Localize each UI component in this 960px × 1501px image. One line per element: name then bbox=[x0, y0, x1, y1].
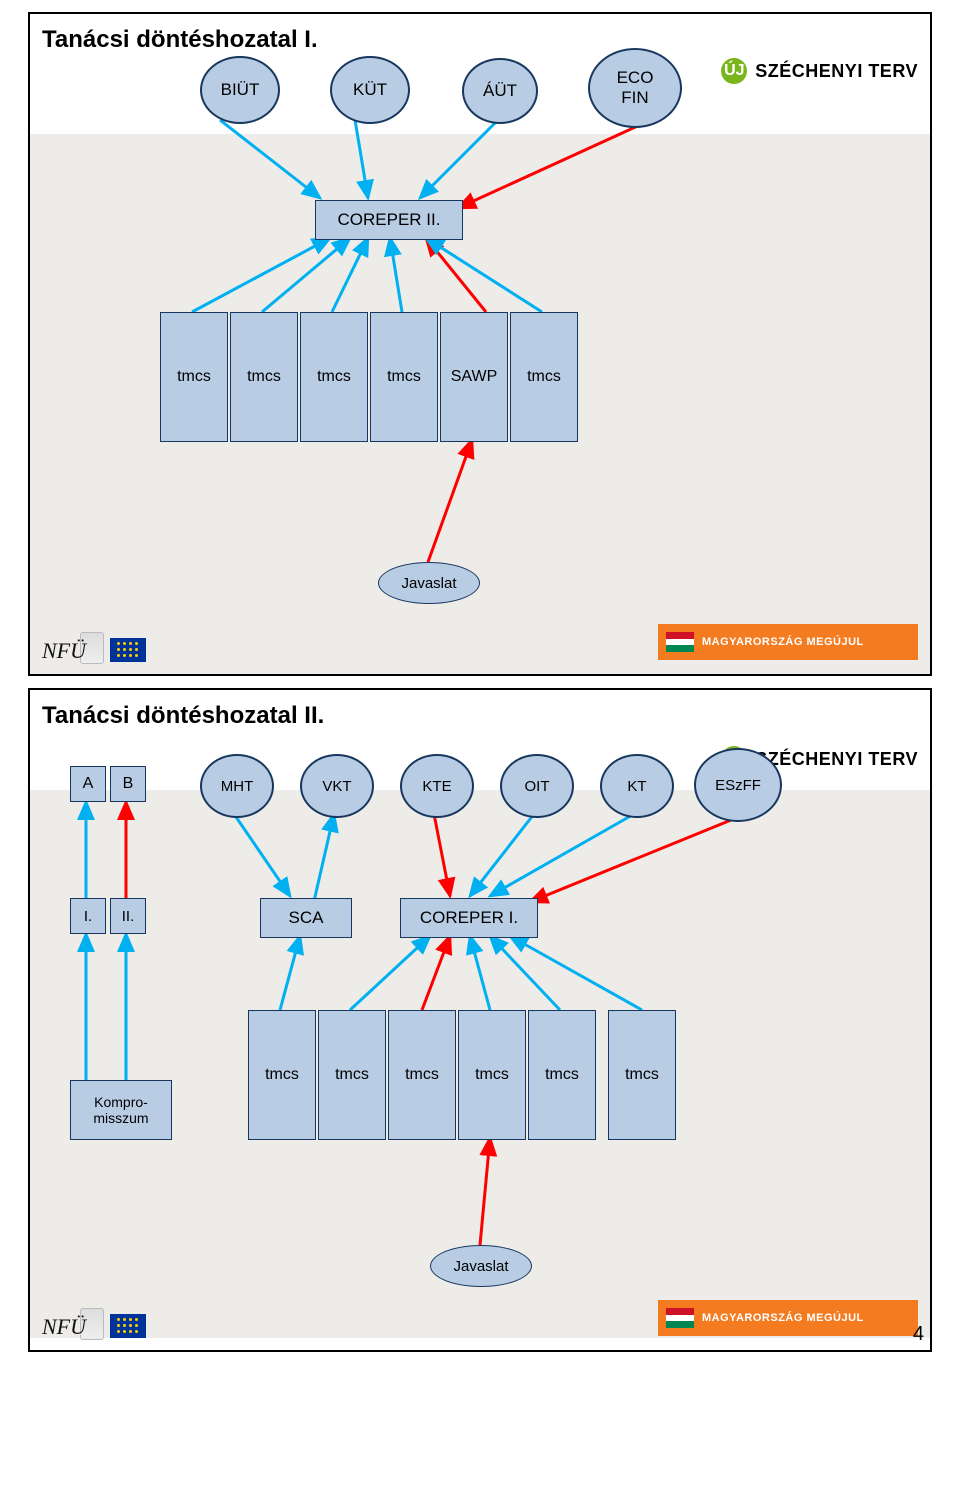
mmu-text: MAGYARORSZÁG MEGÚJUL bbox=[702, 636, 864, 648]
hu-flag-icon bbox=[666, 632, 694, 652]
slide-2: Tanácsi döntéshozatal II. ÚJ SZÉCHENYI T… bbox=[28, 688, 932, 1352]
top-circle: OIT bbox=[500, 754, 574, 818]
tmcs-box: tmcs bbox=[528, 1010, 596, 1140]
slide-title: Tanácsi döntéshozatal I. bbox=[42, 26, 318, 54]
javaslat-ellipse: Javaslat bbox=[378, 562, 480, 604]
eu-flag-icon bbox=[110, 638, 146, 662]
tmcs-box: tmcs bbox=[608, 1010, 676, 1140]
page: Tanácsi döntéshozatal I. ÚJ SZÉCHENYI TE… bbox=[0, 12, 960, 1352]
top-circle: KT bbox=[600, 754, 674, 818]
nfu-label: NFÜ bbox=[42, 1314, 86, 1340]
tmcs-box: tmcs bbox=[458, 1010, 526, 1140]
top-circle: KTE bbox=[400, 754, 474, 818]
tmcs-box: tmcs bbox=[370, 312, 438, 442]
top-circle: ÁÜT bbox=[462, 58, 538, 124]
szechenyi-brand: SZÉCHENYI TERV bbox=[755, 749, 918, 769]
tmcs-box: tmcs bbox=[388, 1010, 456, 1140]
kompromisszum-box: Kompro- misszum bbox=[70, 1080, 172, 1140]
mmu-text: MAGYARORSZÁG MEGÚJUL bbox=[702, 1312, 864, 1324]
szechenyi-text: SZÉCHENYI TERV bbox=[755, 61, 918, 82]
top-circle: KÜT bbox=[330, 56, 410, 124]
mmu-banner: MAGYARORSZÁG MEGÚJUL bbox=[658, 1300, 918, 1336]
tmcs-box: tmcs bbox=[510, 312, 578, 442]
hu-flag-icon bbox=[666, 1308, 694, 1328]
ab-box: B bbox=[110, 766, 146, 802]
nfu-label: NFÜ bbox=[42, 638, 86, 664]
uj-badge: ÚJ bbox=[721, 58, 747, 84]
slide-title: Tanácsi döntéshozatal II. bbox=[42, 702, 324, 730]
coreper-box: COREPER I. bbox=[400, 898, 538, 938]
page-number: 4 bbox=[913, 1323, 924, 1346]
tmcs-box: tmcs bbox=[300, 312, 368, 442]
top-circle: BIÜT bbox=[200, 56, 280, 124]
szechenyi-text: SZÉCHENYI TERV bbox=[755, 749, 918, 770]
mmu-banner: MAGYARORSZÁG MEGÚJUL bbox=[658, 624, 918, 660]
tmcs-box: tmcs bbox=[160, 312, 228, 442]
slide-1: Tanácsi döntéshozatal I. ÚJ SZÉCHENYI TE… bbox=[28, 12, 932, 676]
szechenyi-logo: ÚJ SZÉCHENYI TERV bbox=[721, 58, 918, 84]
tmcs-box: SAWP bbox=[440, 312, 508, 442]
tmcs-box: tmcs bbox=[230, 312, 298, 442]
coreper-box: COREPER II. bbox=[315, 200, 463, 240]
tmcs-box: tmcs bbox=[248, 1010, 316, 1140]
top-circle: MHT bbox=[200, 754, 274, 818]
ab-box: A bbox=[70, 766, 106, 802]
sca-box: SCA bbox=[260, 898, 352, 938]
iii-box: II. bbox=[110, 898, 146, 934]
eu-flag-icon bbox=[110, 1314, 146, 1338]
top-circle: ECO FIN bbox=[588, 48, 682, 128]
top-circle: VKT bbox=[300, 754, 374, 818]
top-circle: ESzFF bbox=[694, 748, 782, 822]
javaslat-ellipse: Javaslat bbox=[430, 1245, 532, 1287]
szechenyi-brand: SZÉCHENYI TERV bbox=[755, 61, 918, 81]
iii-box: I. bbox=[70, 898, 106, 934]
tmcs-box: tmcs bbox=[318, 1010, 386, 1140]
